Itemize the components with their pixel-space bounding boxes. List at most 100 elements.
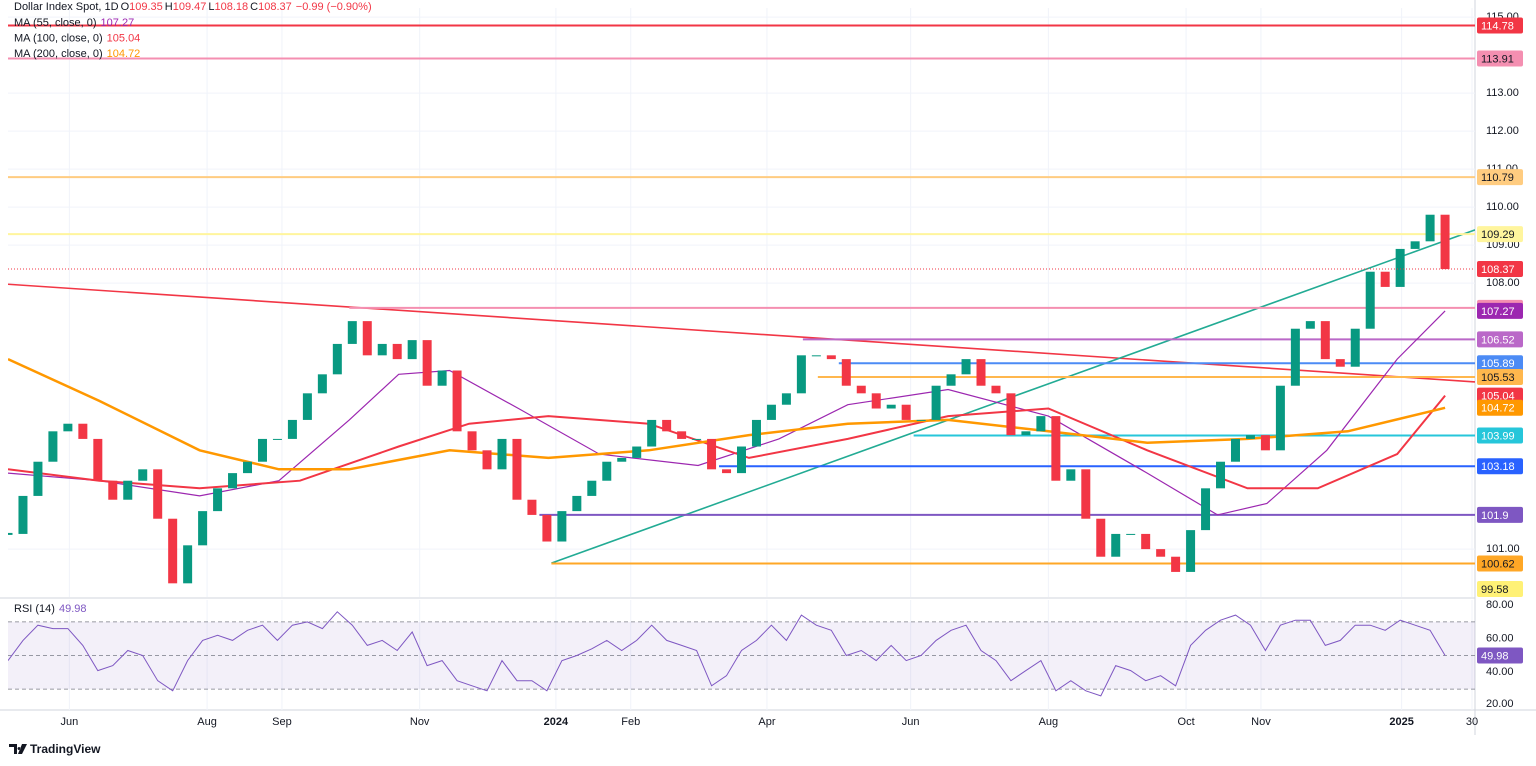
price-bar xyxy=(63,423,73,432)
price-bar xyxy=(647,419,657,447)
level-label-box xyxy=(1477,368,1523,385)
price-bar xyxy=(467,431,477,451)
price-bar xyxy=(1051,416,1061,481)
y-tick-label: 101.00 xyxy=(1486,543,1520,555)
price-bar xyxy=(93,438,103,481)
price-bar xyxy=(1320,321,1330,360)
level-label-box xyxy=(1477,427,1523,444)
price-bar xyxy=(437,370,447,386)
rsi-value-label-box xyxy=(1477,647,1523,664)
price-bar xyxy=(1365,271,1375,329)
price-bar xyxy=(407,340,417,360)
price-bar xyxy=(362,321,372,356)
price-bar xyxy=(1440,214,1450,270)
y-tick-label: 110.00 xyxy=(1486,201,1519,213)
rsi-legend-value: 49.98 xyxy=(59,603,87,615)
change: −0.99 (−0.90%) xyxy=(296,1,372,13)
price-bar xyxy=(1171,556,1181,572)
price-bar xyxy=(677,431,687,439)
rsi-title: RSI (14) xyxy=(14,603,55,615)
level-label-box xyxy=(1477,581,1523,597)
legend-label: MA (200, close, 0) xyxy=(14,48,103,60)
price-bar xyxy=(572,495,582,512)
price-bar xyxy=(1066,469,1076,481)
level-label: 99.58 xyxy=(1481,584,1509,596)
price-bar xyxy=(587,480,597,496)
y-tick-label: 40.00 xyxy=(1486,666,1514,678)
price-bar xyxy=(183,545,193,584)
ohlc-value: 108.37 xyxy=(258,1,292,13)
price-bar xyxy=(632,446,642,458)
level-label-box xyxy=(1477,169,1523,186)
price-bar xyxy=(422,340,432,386)
price-bar xyxy=(1350,328,1360,367)
price-bar xyxy=(1260,435,1270,451)
price-bar xyxy=(781,393,791,405)
legend-value: 104.72 xyxy=(107,48,141,60)
price-bar xyxy=(302,393,312,420)
price-bar xyxy=(602,461,612,481)
moving-average xyxy=(8,357,1446,471)
price-bar xyxy=(617,457,627,462)
price-bar xyxy=(317,374,327,394)
x-tick-label: Nov xyxy=(410,716,430,728)
price-bar xyxy=(751,419,761,447)
price-bar xyxy=(1216,461,1226,489)
y-tick-label: 112.00 xyxy=(1486,125,1519,137)
level-label-box xyxy=(1477,331,1523,348)
price-bar xyxy=(976,359,986,386)
price-bar xyxy=(1201,488,1211,531)
price-bar xyxy=(123,480,133,500)
price-bar xyxy=(1186,530,1196,572)
x-tick-label: Jun xyxy=(902,716,920,728)
price-bar xyxy=(1156,549,1166,557)
x-tick-label: 30 xyxy=(1466,716,1478,728)
moving-average xyxy=(8,310,1446,516)
price-bar xyxy=(392,343,402,360)
price-bar xyxy=(946,374,956,386)
y-tick-label: 113.00 xyxy=(1486,87,1519,99)
price-bar xyxy=(497,438,507,470)
price-bar xyxy=(692,438,702,440)
price-bar xyxy=(1111,533,1121,557)
level-label: 110.79 xyxy=(1481,172,1514,184)
x-tick-label: Sep xyxy=(272,716,292,728)
price-bar xyxy=(916,419,926,421)
rsi-line xyxy=(8,611,1446,697)
y-tick-label: 20.00 xyxy=(1486,698,1514,710)
price-bar xyxy=(1425,214,1435,242)
level-label: 106.52 xyxy=(1481,334,1515,346)
x-tick-label: 2024 xyxy=(544,716,569,728)
x-tick-label: 2025 xyxy=(1389,716,1413,728)
price-bar xyxy=(257,438,267,462)
price-bar xyxy=(1410,241,1420,249)
price-bar xyxy=(886,404,896,409)
price-bar xyxy=(991,385,1001,394)
price-bar xyxy=(542,514,552,542)
ma-label-box xyxy=(1477,399,1523,416)
x-tick-label: Aug xyxy=(1039,716,1059,728)
level-label: 109.29 xyxy=(1481,229,1515,241)
chart-title: Dollar Index Spot, 1D xyxy=(14,1,119,13)
price-bar xyxy=(1036,416,1046,432)
price-bar xyxy=(722,469,732,474)
ma-label: 104.72 xyxy=(1481,403,1515,415)
overlay: Jun Aug Sep Nov 2024 Feb Apr Jun Aug Oct Nov 2025 30… xyxy=(14,1,1523,728)
rsi-band xyxy=(8,621,1475,690)
x-tick-label: Aug xyxy=(197,716,217,728)
price-bar xyxy=(1081,469,1091,519)
price-bar xyxy=(931,385,941,420)
y-tick-label: 60.00 xyxy=(1486,633,1514,645)
level-label-box xyxy=(1477,17,1523,34)
rsi-pane xyxy=(8,600,1475,710)
price-bar xyxy=(153,469,163,519)
x-tick-label: Feb xyxy=(621,716,640,728)
price-bar xyxy=(8,532,13,535)
price-bar xyxy=(108,480,118,500)
level-label: 103.99 xyxy=(1481,430,1515,442)
level-label-box xyxy=(1477,226,1523,243)
price-bar xyxy=(662,419,672,432)
ohlc-label: H xyxy=(165,1,173,13)
price-bar xyxy=(1290,328,1300,386)
